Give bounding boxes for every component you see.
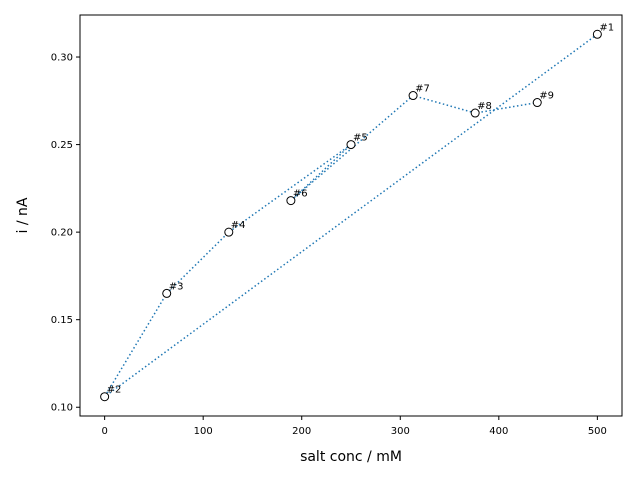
data-point	[162, 288, 172, 298]
y-tick-label: 0.15	[51, 315, 73, 326]
data-point	[532, 98, 542, 108]
data-point-label: #5	[353, 133, 368, 144]
data-point-label: #6	[293, 189, 308, 200]
x-tick-label: 200	[292, 426, 311, 437]
axes-frame	[79, 14, 623, 417]
data-point-label: #4	[231, 220, 246, 231]
data-point-label: #3	[169, 281, 184, 292]
y-axis-label: i / nA	[15, 197, 31, 233]
data-point	[470, 108, 480, 118]
x-tick-label: 300	[391, 426, 410, 437]
data-point	[592, 29, 602, 39]
data-point	[286, 196, 296, 206]
plot-area: #1 #2 #3 #4 #5 #6 #7 #8 #9	[100, 22, 614, 402]
x-axis-label: salt conc / mM	[300, 449, 402, 465]
x-tick-label: 0	[101, 426, 107, 437]
x-tick-label: 100	[194, 426, 213, 437]
axes: 0 100 200 300 400 500 0.10 0.15 0.20 0.25 0.30	[51, 14, 623, 437]
x-tick-label: 400	[489, 426, 508, 437]
y-tick-label: 0.25	[51, 140, 73, 151]
data-point-label: #7	[415, 84, 430, 95]
y-tick-label: 0.10	[51, 403, 73, 414]
data-point	[346, 140, 356, 150]
data-point-label: #2	[107, 385, 122, 396]
data-point-label: #1	[599, 22, 614, 33]
data-point	[224, 227, 234, 237]
y-tick-label: 0.30	[51, 53, 73, 64]
data-point	[408, 91, 418, 101]
series-line	[103, 33, 598, 398]
x-tick-label: 500	[588, 426, 607, 437]
data-point	[100, 392, 110, 402]
data-point-label: #8	[477, 101, 492, 112]
data-point-label: #9	[539, 91, 554, 102]
y-tick-label: 0.20	[51, 228, 73, 239]
